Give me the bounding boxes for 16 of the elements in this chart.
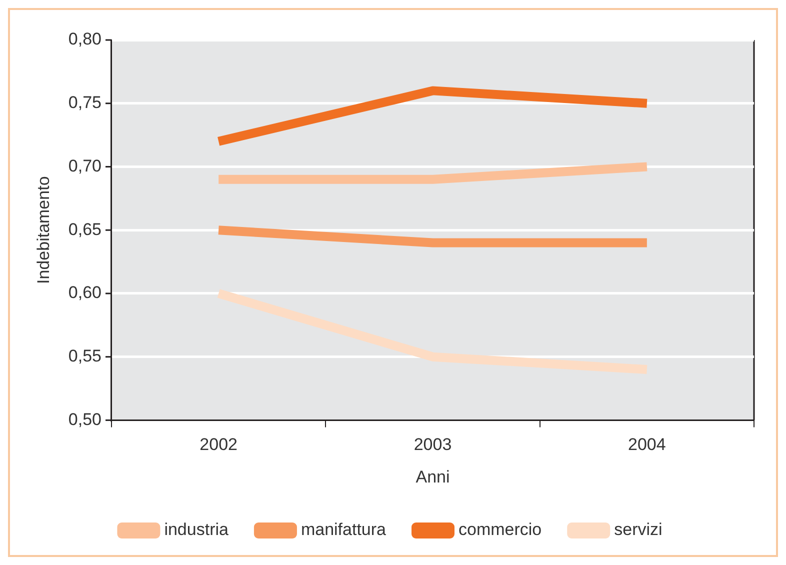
y-tick-label: 0,80 (68, 30, 102, 49)
x-tick-label: 2002 (200, 435, 238, 454)
y-tick-label: 0,55 (68, 346, 102, 366)
legend-label: manifattura (300, 520, 387, 540)
x-tick-label: 2003 (414, 435, 452, 454)
y-tick-label: 0,60 (68, 283, 102, 302)
y-tick-label: 0,70 (68, 156, 102, 176)
legend-label: commercio (458, 520, 542, 540)
y-tick-label: 0,75 (68, 93, 102, 112)
y-tick-label: 0,50 (68, 410, 102, 429)
legend-label: industria (164, 520, 230, 540)
legend-label: servizi (614, 520, 662, 540)
y-tick-label: 0,65 (68, 220, 102, 239)
y-axis-title: Indebitamento (34, 176, 53, 284)
x-tick-label: 2004 (628, 435, 666, 454)
x-axis-title: Anni (416, 467, 450, 486)
